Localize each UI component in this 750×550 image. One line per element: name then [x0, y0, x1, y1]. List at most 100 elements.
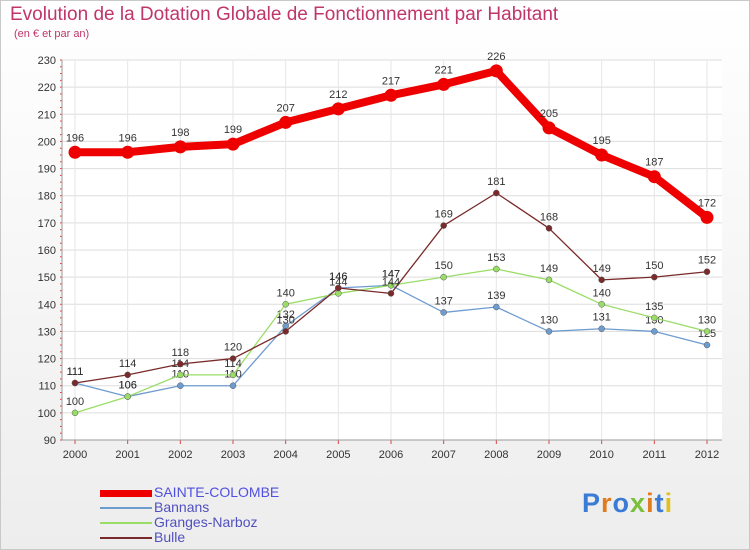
data-point — [437, 77, 451, 91]
data-point — [335, 290, 342, 297]
data-point — [647, 170, 661, 184]
x-tick-label: 2000 — [63, 449, 87, 461]
data-label: 221 — [434, 64, 452, 76]
data-label: 153 — [487, 252, 505, 264]
legend-label: Bulle — [154, 529, 186, 545]
data-label: 147 — [382, 268, 400, 280]
data-point — [493, 189, 500, 197]
legend-swatch — [100, 507, 152, 509]
data-label: 130 — [698, 314, 716, 326]
data-label: 111 — [67, 366, 84, 378]
data-point — [703, 268, 711, 275]
data-label: 196 — [118, 132, 136, 144]
data-point — [279, 115, 293, 129]
data-label: 195 — [592, 135, 610, 147]
x-tick-label: 2002 — [168, 449, 192, 461]
y-tick-label: 220 — [38, 82, 56, 94]
data-point — [71, 379, 79, 387]
data-label: 120 — [224, 342, 242, 354]
proxiti-logo: Proxiti — [582, 488, 674, 518]
data-point — [493, 303, 500, 311]
y-tick-label: 120 — [38, 354, 56, 366]
data-point — [173, 140, 187, 154]
data-point — [598, 301, 605, 308]
data-point — [68, 145, 82, 159]
data-point — [440, 309, 447, 316]
data-point — [703, 341, 711, 349]
data-label: 169 — [434, 209, 452, 221]
data-point — [331, 102, 345, 116]
x-tick-label: 2001 — [115, 449, 139, 461]
data-point — [440, 222, 447, 229]
data-label: 196 — [66, 132, 84, 144]
data-point — [651, 314, 658, 322]
data-point — [229, 355, 237, 362]
data-point — [703, 328, 711, 335]
data-point — [387, 282, 395, 289]
data-point — [384, 88, 398, 102]
data-label: 140 — [276, 287, 294, 299]
x-tick-label: 2011 — [643, 449, 667, 461]
data-label: 139 — [487, 290, 505, 302]
data-point — [651, 273, 658, 281]
data-label: 100 — [66, 396, 84, 408]
data-label: 187 — [645, 157, 663, 169]
data-point — [229, 371, 237, 379]
data-label: 181 — [487, 176, 505, 188]
data-label: 106 — [118, 380, 136, 392]
data-label: 144 — [382, 276, 400, 288]
data-label: 135 — [645, 301, 663, 313]
data-point — [598, 276, 605, 284]
data-point — [489, 64, 503, 78]
x-tick-label: 2004 — [273, 449, 297, 461]
y-tick-label: 170 — [38, 218, 56, 230]
data-point — [387, 290, 395, 297]
data-point — [545, 225, 553, 232]
y-tick-label: 200 — [38, 136, 56, 148]
data-label: 172 — [698, 197, 716, 209]
data-label: 199 — [224, 124, 242, 136]
data-label: 114 — [119, 358, 137, 370]
x-tick-label: 2012 — [695, 449, 719, 461]
x-tick-label: 2007 — [431, 449, 455, 461]
data-point — [440, 273, 447, 281]
y-tick-label: 130 — [38, 326, 56, 338]
y-tick-label: 190 — [38, 164, 56, 176]
data-label: 146 — [329, 271, 347, 283]
data-point — [282, 301, 289, 308]
data-label: 168 — [540, 211, 558, 223]
data-point — [545, 328, 553, 335]
data-point — [177, 360, 184, 368]
data-label: 150 — [434, 260, 452, 272]
x-tick-label: 2003 — [221, 449, 245, 461]
legend-label: Granges-Narboz — [154, 514, 258, 530]
data-point — [651, 328, 658, 335]
data-label: 226 — [487, 51, 505, 63]
data-point — [335, 284, 342, 292]
data-label: 198 — [171, 127, 189, 139]
data-label: 111 — [67, 366, 84, 378]
data-label: 205 — [540, 108, 558, 120]
data-point — [177, 382, 184, 389]
data-point — [71, 409, 79, 417]
legend-swatch — [100, 489, 152, 497]
data-label: 149 — [592, 263, 610, 275]
data-label: 106 — [118, 380, 136, 392]
y-tick-label: 150 — [38, 272, 56, 284]
data-point — [226, 137, 240, 151]
x-tick-label: 2010 — [589, 449, 613, 461]
data-label: 118 — [172, 347, 190, 359]
y-tick-label: 110 — [38, 381, 56, 393]
data-point — [598, 325, 605, 332]
data-label: 152 — [698, 255, 716, 267]
data-label: 147 — [382, 268, 400, 280]
data-point — [595, 148, 609, 162]
y-tick-label: 140 — [38, 299, 56, 311]
data-point — [282, 328, 289, 335]
data-label: 217 — [382, 75, 400, 87]
legend-label: SAINTE-COLOMBE — [154, 484, 280, 500]
data-label: 146 — [329, 271, 347, 283]
y-tick-label: 160 — [38, 245, 56, 257]
data-point — [229, 382, 237, 389]
data-label: 207 — [276, 102, 294, 114]
